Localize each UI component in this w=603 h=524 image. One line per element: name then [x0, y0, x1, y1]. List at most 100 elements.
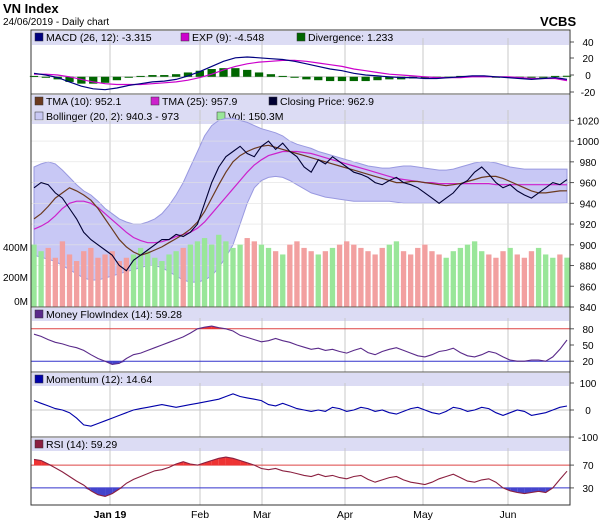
- y-tick-label: 20: [582, 54, 594, 65]
- volume-bar: [166, 254, 172, 307]
- legend-swatch: [34, 111, 44, 121]
- divergence-bar: [124, 76, 133, 78]
- volume-bar: [351, 244, 357, 307]
- overbought-fill: [204, 460, 212, 466]
- x-axis-month-label: Feb: [191, 509, 209, 521]
- volume-axis-label: 200M: [3, 273, 28, 284]
- volume-bar: [194, 241, 201, 307]
- legend-swatch: [150, 96, 160, 106]
- volume-bar: [535, 247, 542, 307]
- legend-label: Money FlowIndex (14): 59.28: [46, 309, 182, 321]
- divergence-bar: [231, 68, 240, 77]
- legend-swatch: [268, 96, 278, 106]
- volume-bar: [471, 241, 478, 307]
- volume-bar: [145, 251, 151, 307]
- y-tick-label: 50: [582, 341, 594, 352]
- x-axis-month-label: Jan 19: [94, 509, 127, 521]
- volume-bar: [173, 251, 179, 307]
- overbought-fill: [240, 460, 248, 466]
- volume-bar: [315, 254, 321, 307]
- divergence-bar: [325, 76, 335, 82]
- legend-swatch: [180, 32, 190, 42]
- volume-bar: [528, 251, 535, 307]
- x-axis-month-label: Jun: [500, 509, 517, 521]
- volume-bar: [272, 251, 279, 307]
- volume-bar: [152, 257, 158, 307]
- y-tick-label: 960: [580, 179, 597, 190]
- y-tick-label: 940: [580, 199, 597, 210]
- legend-label: Bollinger (20, 2): 940.3 - 973: [46, 111, 179, 123]
- volume-bar: [180, 247, 186, 307]
- y-tick-label: 0: [585, 71, 591, 82]
- legend-label: Vol: 150.3M: [228, 111, 283, 123]
- legend-band-momentum: [32, 373, 569, 386]
- y-tick-label: 860: [580, 282, 597, 293]
- y-tick-label: -100: [578, 433, 598, 444]
- volume-bar: [38, 251, 44, 307]
- volume-bar: [422, 244, 428, 307]
- divergence-bar: [243, 69, 252, 77]
- divergence-bar: [349, 76, 358, 82]
- divergence-bar: [65, 76, 74, 82]
- money-flow-index-line: [33, 325, 568, 365]
- divergence-bar: [219, 68, 228, 77]
- volume-bar: [479, 251, 485, 307]
- volume-bar: [88, 247, 94, 307]
- chart-outer-border: [30, 29, 571, 506]
- divergence-bar: [314, 76, 323, 81]
- legend-label: MACD (26, 12): -3.315: [46, 32, 152, 44]
- volume-bar: [507, 247, 513, 307]
- legend-label: Closing Price: 962.9: [280, 96, 374, 108]
- volume-bar: [81, 251, 87, 307]
- y-tick-label: 70: [582, 461, 594, 472]
- volume-bar: [493, 257, 499, 307]
- legend-label: RSI (14): 59.29: [46, 439, 117, 451]
- oversold-fill: [510, 487, 518, 493]
- legend-swatch: [34, 374, 44, 384]
- divergence-bar: [278, 75, 287, 77]
- volume-bar: [230, 247, 236, 307]
- divergence-bar: [207, 69, 216, 77]
- volume-bar: [301, 247, 307, 307]
- x-axis-month-label: Mar: [253, 509, 272, 521]
- volume-bar: [443, 257, 449, 307]
- tma10-line: [33, 144, 568, 256]
- y-tick-label: 840: [580, 303, 597, 314]
- volume-bar: [358, 247, 364, 307]
- volume-bar: [557, 254, 563, 307]
- volume-bar: [123, 257, 130, 307]
- legend-label: EXP (9): -4.548: [192, 32, 264, 44]
- chart-title: VN Index: [3, 1, 59, 16]
- volume-bar: [308, 251, 314, 307]
- volume-bar: [109, 251, 115, 307]
- volume-bar: [66, 254, 73, 307]
- volume-bar: [336, 244, 343, 307]
- data-source-label: VCBS: [540, 14, 577, 29]
- divergence-bar: [171, 74, 181, 77]
- divergence-bar: [183, 72, 193, 77]
- volume-bar: [294, 241, 300, 307]
- volume-bar: [436, 254, 442, 307]
- volume-bar: [251, 241, 257, 307]
- divergence-bar: [195, 70, 204, 77]
- volume-bar: [429, 251, 435, 307]
- volume-bar: [265, 247, 272, 307]
- divergence-bar: [337, 76, 347, 82]
- volume-bar: [137, 247, 144, 307]
- overbought-fill: [34, 459, 42, 466]
- legend-band-mfi: [32, 308, 569, 321]
- oversold-fill: [97, 487, 106, 497]
- divergence-bar: [539, 76, 548, 78]
- y-tick-label: 1020: [577, 116, 600, 127]
- divergence-bar: [29, 75, 39, 77]
- divergence-bar: [385, 76, 394, 80]
- volume-bar: [344, 241, 350, 307]
- oversold-fill: [90, 487, 98, 495]
- y-tick-label: 980: [580, 158, 597, 169]
- volume-bar: [216, 234, 222, 307]
- volume-bar: [237, 244, 243, 307]
- momentum-line: [33, 393, 568, 427]
- oversold-fill: [524, 487, 532, 494]
- divergence-bar: [148, 75, 157, 77]
